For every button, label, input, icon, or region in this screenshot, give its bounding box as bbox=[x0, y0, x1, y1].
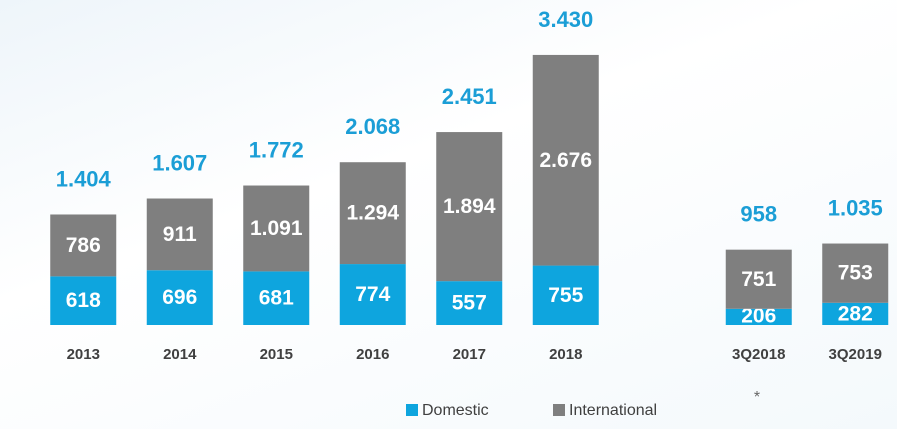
value-label: 681 bbox=[259, 287, 294, 310]
x-tick-label: 2016 bbox=[356, 346, 389, 363]
value-label: 1.894 bbox=[443, 195, 496, 218]
total-label: 3.430 bbox=[538, 7, 593, 32]
total-label: 1.607 bbox=[152, 150, 207, 175]
bar-segment bbox=[436, 132, 503, 282]
value-label: 282 bbox=[838, 302, 873, 325]
bar-segment bbox=[725, 308, 792, 325]
x-tick-label: 2014 bbox=[163, 346, 197, 363]
bar-segment bbox=[243, 271, 310, 325]
value-label: 618 bbox=[66, 289, 101, 312]
total-label: 1.404 bbox=[56, 166, 112, 191]
total-label: 958 bbox=[740, 201, 777, 226]
value-label: 2.676 bbox=[539, 149, 592, 172]
value-label: 786 bbox=[66, 234, 101, 257]
bar-segment bbox=[146, 270, 213, 325]
legend-label: International bbox=[569, 402, 657, 419]
value-label: 753 bbox=[838, 262, 873, 285]
bar-segment bbox=[243, 185, 310, 272]
value-label: 751 bbox=[741, 268, 776, 291]
bar-segment bbox=[50, 214, 117, 277]
value-label: 1.091 bbox=[250, 217, 303, 240]
bar-segment bbox=[339, 162, 406, 265]
value-label: 774 bbox=[355, 283, 390, 306]
value-label: 1.294 bbox=[346, 202, 399, 225]
bar-segment bbox=[532, 54, 599, 266]
legend-swatch bbox=[406, 404, 418, 416]
bar-segment bbox=[50, 276, 117, 325]
bar-segment bbox=[339, 264, 406, 325]
value-label: 206 bbox=[741, 305, 776, 328]
x-tick-label: 2018 bbox=[549, 346, 582, 363]
bar-segment bbox=[725, 249, 792, 309]
total-label: 1.035 bbox=[828, 195, 883, 220]
bar-segment bbox=[146, 198, 213, 271]
x-tick-label: 2017 bbox=[453, 346, 486, 363]
bar-segment bbox=[822, 243, 889, 303]
bar-segment bbox=[822, 302, 889, 325]
x-tick-label: 3Q2018 bbox=[732, 346, 785, 363]
legend-label: Domestic bbox=[422, 402, 489, 419]
value-label: 557 bbox=[452, 292, 487, 315]
total-label: 1.772 bbox=[249, 137, 304, 162]
annotation: * bbox=[754, 389, 760, 406]
total-label: 2.451 bbox=[442, 84, 497, 109]
value-label: 755 bbox=[548, 284, 583, 307]
bar-segment bbox=[532, 265, 599, 325]
legend-swatch bbox=[553, 404, 565, 416]
value-label: 696 bbox=[162, 286, 197, 309]
x-tick-label: 2013 bbox=[67, 346, 100, 363]
x-tick-label: 2015 bbox=[260, 346, 293, 363]
total-label: 2.068 bbox=[345, 114, 400, 139]
x-tick-label: 3Q2019 bbox=[829, 346, 882, 363]
bar-segment bbox=[436, 281, 503, 325]
value-label: 911 bbox=[163, 223, 197, 246]
